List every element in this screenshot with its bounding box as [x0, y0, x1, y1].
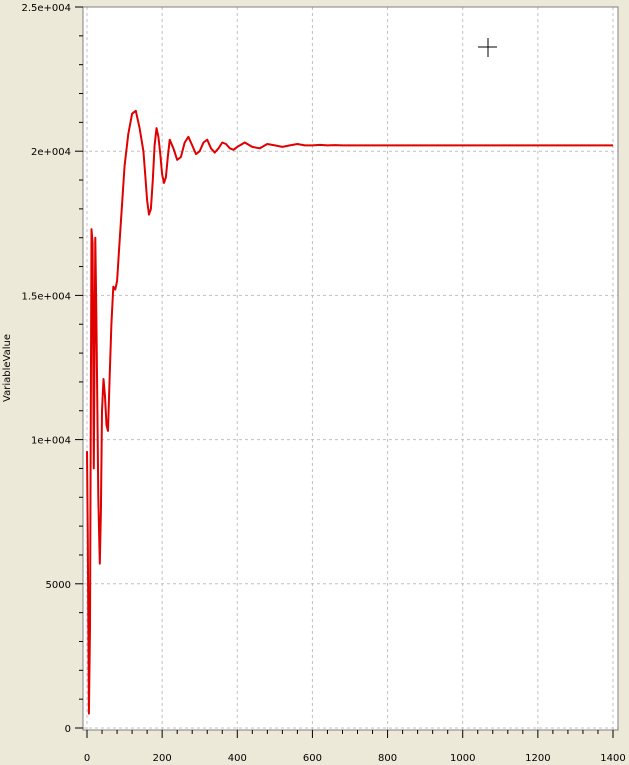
x-tick-label: 400 [228, 753, 247, 764]
x-tick-label: 0 [84, 753, 90, 764]
y-tick-label: 5000 [46, 580, 71, 591]
crosshair-cursor-icon [478, 38, 497, 57]
grid [83, 7, 618, 730]
y-tick-label: 1.5e+004 [21, 291, 71, 302]
x-tick-label: 600 [303, 753, 322, 764]
x-tick-label: 1200 [525, 753, 550, 764]
series-line [86, 109, 613, 715]
series-layer [86, 109, 613, 715]
y-axis-label: VariableValue [2, 334, 13, 402]
y-tick-label: 2.5e+004 [21, 3, 71, 14]
y-tick-label: 1e+004 [31, 436, 71, 447]
x-tick-label: 1400 [600, 753, 625, 764]
plot-frame [82, 6, 619, 731]
x-tick-label: 800 [378, 753, 397, 764]
plot-area[interactable] [83, 7, 618, 730]
axes: 0 5000 1e+004 1.5e+004 2e+004 2.5e+004 0 200 400… [21, 3, 625, 764]
x-tick-label: 1000 [450, 753, 475, 764]
x-tick-label: 200 [153, 753, 172, 764]
y-tick-label: 2e+004 [31, 147, 71, 158]
y-tick-label: 0 [65, 724, 71, 735]
